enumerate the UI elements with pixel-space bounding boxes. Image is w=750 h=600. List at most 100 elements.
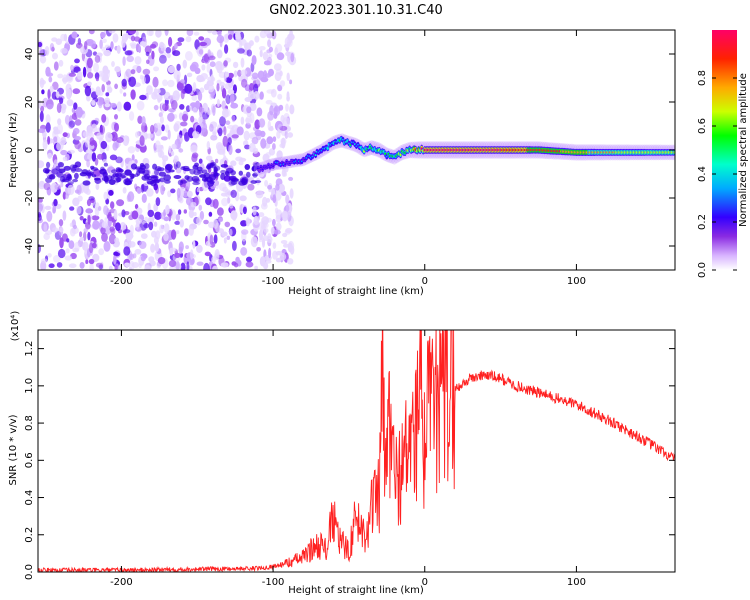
- top-x-tick-label: 0: [422, 276, 428, 287]
- noise-speck: [203, 103, 208, 114]
- noise-speck: [101, 84, 105, 93]
- ridge-core: [399, 153, 402, 156]
- noise-speck: [59, 227, 64, 233]
- noise-speck: [87, 214, 91, 225]
- noise-speck: [207, 30, 213, 34]
- noise-speck: [204, 251, 211, 257]
- noise-speck: [160, 136, 168, 141]
- band-speck: [210, 161, 217, 169]
- noise-speck: [254, 265, 258, 270]
- noise-speck: [150, 216, 155, 221]
- noise-speck: [265, 99, 273, 105]
- noise-speck: [170, 229, 177, 240]
- noise-speck: [52, 81, 59, 91]
- noise-speck: [48, 76, 53, 83]
- noise-speck: [127, 146, 136, 154]
- noise-speck: [277, 93, 283, 100]
- noise-speck: [112, 33, 119, 43]
- noise-speck: [47, 152, 53, 159]
- noise-speck: [192, 131, 200, 139]
- noise-speck: [251, 55, 257, 66]
- noise-speck: [289, 188, 294, 199]
- colorbar-label: Normalized spectral amplitude: [738, 73, 749, 227]
- noise-speck: [250, 176, 255, 181]
- noise-speck: [66, 238, 70, 243]
- noise-speck: [211, 30, 218, 35]
- noise-speck: [113, 210, 118, 220]
- noise-speck: [76, 184, 82, 195]
- noise-speck: [57, 73, 64, 79]
- noise-speck: [104, 44, 111, 49]
- noise-speck: [198, 106, 203, 118]
- noise-speck: [217, 127, 223, 137]
- noise-speck: [150, 124, 155, 134]
- noise-speck: [172, 90, 180, 102]
- noise-speck: [212, 265, 219, 270]
- noise-speck: [212, 219, 219, 229]
- top-y-tick-label: 40: [24, 48, 35, 61]
- noise-speck: [235, 31, 241, 40]
- noise-speck: [206, 63, 211, 73]
- noise-speck: [153, 221, 158, 227]
- noise-speck: [145, 51, 150, 57]
- noise-speck: [198, 116, 203, 124]
- noise-speck: [288, 33, 293, 44]
- noise-speck: [114, 114, 118, 120]
- noise-speck: [154, 242, 160, 253]
- bottom-y-tick-label: 1.2: [24, 341, 35, 357]
- bottom-y-multiplier: (x10⁴): [10, 311, 21, 342]
- noise-speck: [179, 104, 185, 110]
- noise-speck: [175, 167, 182, 174]
- noise-speck: [224, 71, 230, 78]
- noise-speck: [287, 51, 291, 63]
- noise-speck: [203, 53, 209, 63]
- noise-speck: [189, 223, 198, 230]
- band-speck: [182, 165, 190, 170]
- noise-speck: [274, 47, 279, 56]
- noise-speck: [245, 217, 251, 227]
- noise-speck: [260, 76, 269, 83]
- noise-speck: [143, 222, 150, 229]
- noise-speck: [86, 39, 94, 44]
- noise-speck: [38, 160, 45, 169]
- noise-speck: [54, 184, 61, 190]
- noise-speck: [167, 129, 171, 140]
- noise-speck: [87, 72, 94, 79]
- noise-speck: [276, 150, 283, 160]
- noise-speck: [272, 242, 277, 250]
- noise-speck: [260, 138, 267, 149]
- noise-speck: [275, 209, 283, 220]
- noise-speck: [175, 261, 180, 270]
- noise-speck: [72, 88, 81, 95]
- noise-speck: [130, 69, 136, 75]
- noise-speck: [159, 54, 167, 64]
- noise-speck: [281, 166, 286, 177]
- noise-speck: [38, 244, 41, 254]
- noise-speck: [123, 229, 131, 234]
- noise-speck: [38, 197, 43, 204]
- noise-speck: [72, 197, 80, 207]
- noise-speck: [89, 242, 94, 254]
- noise-speck: [135, 30, 139, 36]
- noise-speck: [119, 222, 127, 232]
- noise-speck: [73, 102, 78, 110]
- noise-speck: [109, 226, 115, 232]
- noise-speck: [222, 108, 229, 118]
- noise-speck: [193, 31, 200, 36]
- bottom-x-tick-label: -100: [262, 577, 285, 588]
- noise-speck: [281, 210, 288, 219]
- noise-speck: [221, 197, 229, 207]
- noise-speck: [224, 221, 231, 228]
- noise-speck: [100, 226, 106, 235]
- noise-speck: [76, 71, 83, 80]
- noise-speck: [116, 45, 121, 54]
- noise-speck: [248, 142, 256, 153]
- noise-speck: [186, 72, 193, 78]
- colorbar-tick-label: 0.4: [697, 166, 708, 182]
- noise-speck: [136, 100, 145, 111]
- noise-speck: [103, 69, 109, 81]
- noise-speck: [230, 102, 239, 109]
- noise-speck: [87, 231, 91, 241]
- noise-speck: [168, 259, 177, 268]
- noise-speck: [209, 234, 214, 246]
